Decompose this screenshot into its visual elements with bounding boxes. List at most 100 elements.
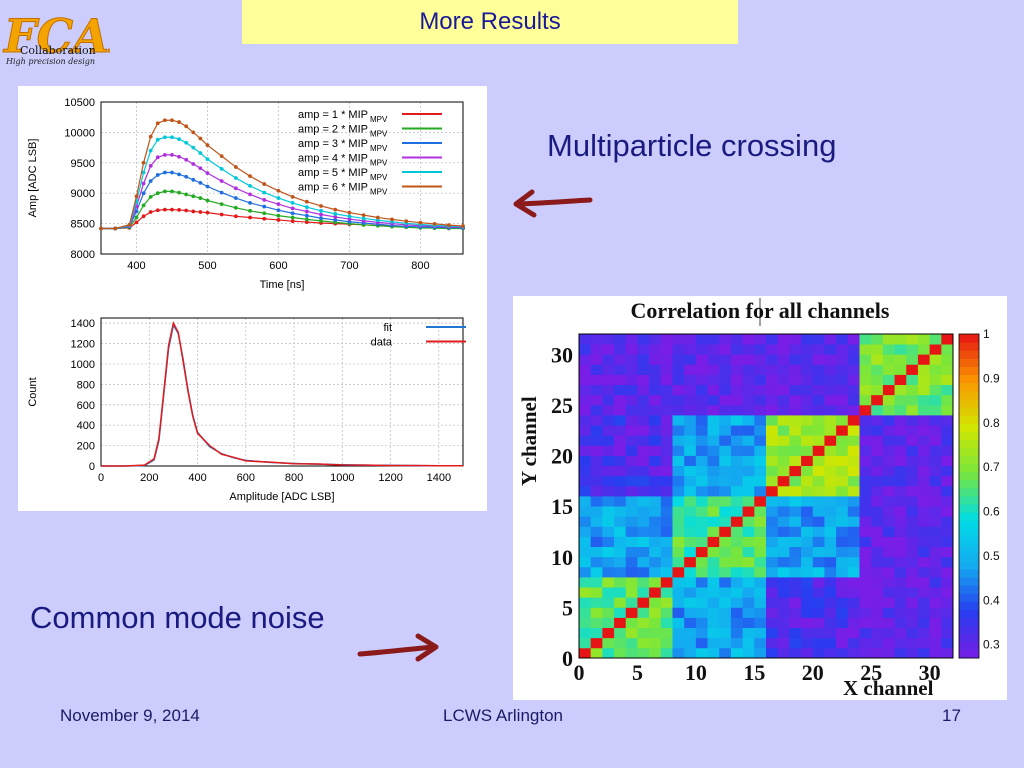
heatmap-cell (579, 597, 592, 608)
heatmap-cell (894, 617, 907, 629)
heatmap-cell (614, 607, 627, 618)
pulse-legend-subscript: MPV (370, 159, 388, 168)
heatmap-cell (695, 496, 708, 507)
pulse-series-point (184, 192, 189, 197)
heatmap-cell (871, 536, 884, 548)
pulse-series-point (290, 211, 295, 216)
heatmap-cell (929, 404, 942, 416)
colorbar-segment (959, 431, 979, 440)
pulse-legend-label: amp = 3 * MIP (298, 138, 368, 150)
heatmap-cell (824, 384, 837, 396)
heatmap-cell (801, 607, 814, 618)
pulse-series-point (184, 140, 189, 145)
heatmap-cell (824, 637, 837, 649)
heatmap-cell (614, 354, 627, 365)
heatmap-cell (637, 546, 650, 558)
amplitude-x-tick-label: 400 (188, 472, 206, 484)
heatmap-cell (777, 354, 790, 365)
heatmap-cell (766, 647, 779, 659)
heatmap-cell (660, 496, 673, 507)
colorbar-segment (959, 496, 979, 505)
heatmap-cell (801, 647, 814, 659)
heatmap-cell (579, 415, 592, 426)
arrow-left-icon (513, 189, 593, 218)
colorbar-segment (959, 609, 979, 618)
heatmap-cell (929, 607, 942, 618)
pulse-series-point (141, 170, 146, 175)
heatmap-cell (941, 435, 954, 446)
heatmap-x-tick-label: 10 (685, 660, 707, 685)
pulse-series-point (233, 214, 238, 219)
heatmap-cell (871, 364, 884, 375)
heatmap-cell (836, 627, 849, 639)
heatmap-cell (672, 475, 685, 487)
heatmap-cell (695, 475, 708, 487)
pulse-plot-frame (100, 101, 464, 255)
heatmap-cell (941, 384, 954, 396)
heatmap-cell (602, 597, 615, 608)
heatmap-cell (777, 516, 790, 527)
heatmap-cell (906, 485, 919, 497)
pulse-series-point (141, 181, 146, 186)
heatmap-cell (894, 374, 907, 386)
heatmap-cell (602, 334, 615, 345)
heatmap-cell (824, 374, 837, 386)
heatmap-cell (777, 344, 790, 355)
heatmap-cell (824, 415, 837, 426)
heatmap-cell (871, 607, 884, 618)
heatmap-cell (941, 475, 954, 487)
heatmap-cell (730, 435, 744, 446)
amplitude-y-tick-label: 800 (77, 379, 95, 391)
heatmap-cell (637, 465, 650, 477)
heatmap-cell (672, 637, 685, 649)
colorbar-segment (959, 358, 979, 367)
heatmap-cell (649, 415, 662, 426)
pulse-legend-subscript: MPV (370, 173, 388, 182)
pulse-series-point (446, 223, 451, 228)
heatmap-cell (625, 455, 638, 467)
heatmap-cell (777, 384, 790, 396)
heatmap-cell (742, 394, 755, 406)
heatmap-cell (649, 556, 662, 568)
heatmap-cell (719, 617, 732, 629)
heatmap-cell (859, 455, 872, 467)
heatmap-cell (649, 597, 662, 608)
heatmap-cell (882, 404, 895, 416)
heatmap-cell (906, 455, 919, 467)
heatmap-cell (812, 384, 825, 396)
heatmap-cell (812, 536, 825, 548)
heatmap-cell (894, 364, 907, 375)
heatmap-cell (941, 647, 954, 659)
colorbar-segment (959, 390, 979, 400)
heatmap-cell (695, 577, 708, 588)
heatmap-cell (754, 546, 767, 558)
heatmap-cell (777, 597, 790, 608)
heatmap-cell (719, 506, 732, 517)
pulse-y-tick-label: 8500 (71, 219, 95, 231)
heatmap-cell (801, 526, 814, 537)
amplitude-x-tick-label: 1400 (427, 472, 451, 484)
heatmap-cell (579, 566, 592, 578)
heatmap-cell (637, 435, 650, 446)
colorbar-segment (959, 560, 979, 570)
heatmap-cell (707, 425, 720, 436)
heatmap-cell (847, 465, 860, 477)
heatmap-cell (625, 546, 638, 558)
heatmap-cell (859, 425, 872, 436)
heatmap-cell (637, 506, 650, 517)
heatmap-cell (590, 425, 603, 436)
heatmap-cell (614, 536, 627, 548)
heatmap-cell (917, 364, 931, 375)
heatmap-cell (836, 435, 849, 446)
heatmap-cell (871, 415, 884, 426)
heatmap-cell (742, 556, 755, 568)
heatmap-cell (695, 435, 708, 446)
heatmap-cell (824, 556, 837, 568)
heatmap-cell (847, 647, 860, 659)
heatmap-cell (894, 647, 907, 659)
heatmap-cell (766, 404, 779, 416)
heatmap-cell (917, 394, 931, 406)
heatmap-cell (859, 647, 872, 659)
pulse-series-point (198, 136, 203, 141)
heatmap-cell (812, 647, 825, 659)
